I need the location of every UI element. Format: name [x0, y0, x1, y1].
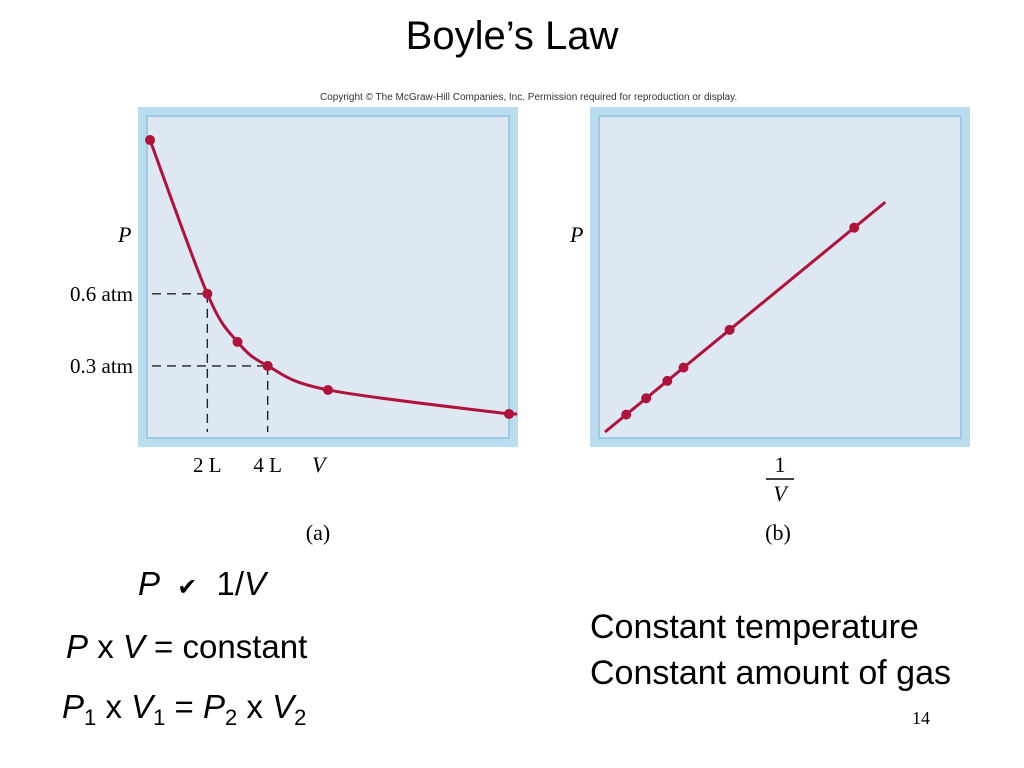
- condition-constant-amount: Constant amount of gas: [590, 654, 952, 692]
- equation-proportional: P ✔ 1/V: [138, 565, 266, 603]
- eq1-rhs-volume: V: [244, 565, 267, 602]
- equation-pv-constant: P x V = constant: [66, 628, 307, 666]
- panel-a-point-6: [504, 408, 514, 419]
- panel-a-y-tick-labels: 0.6 atm 0.3 atm: [70, 282, 133, 378]
- eq3-sub-4: 2: [294, 705, 307, 730]
- eq2-pressure: P: [66, 628, 89, 665]
- page-number: 14: [912, 708, 930, 728]
- panel-b-plot-area: [598, 115, 962, 439]
- condition-constant-temperature: Constant temperature: [590, 608, 919, 646]
- panel-a-y-tick-label-1: 0.6 atm: [70, 282, 133, 306]
- eq3-sub-2: 1: [153, 705, 166, 730]
- eq1-rhs-one-over: 1/: [216, 565, 244, 602]
- panel-b-x-axis-numerator: 1: [775, 452, 786, 477]
- eq2-times: x: [97, 628, 114, 665]
- eq3-v: V: [131, 688, 154, 725]
- proportional-symbol: ✔: [177, 574, 198, 601]
- panel-a-pressure-volume-curve: [148, 139, 517, 416]
- panel-b-point-4: [678, 362, 689, 373]
- eq1-pressure: P: [138, 565, 161, 602]
- eq3-sub-3: 2: [225, 705, 238, 730]
- eq3-sub-1: 1: [84, 705, 97, 730]
- eq3-times-1: x: [105, 688, 122, 725]
- panel-a-dashed-guides: [152, 293, 269, 432]
- boyles-law-figure: P 0.6 atm 0.3 atm 2 L 4 L V (a) P 1 V (b): [70, 107, 970, 545]
- panel-b-point-1: [621, 409, 632, 420]
- panel-a-x-tick-label-1: 2 L: [193, 453, 222, 477]
- panel-b-caption: (b): [765, 520, 791, 545]
- panel-a-point-1: [145, 135, 156, 146]
- panel-a-point-5: [323, 384, 333, 395]
- panel-b-point-2: [641, 393, 652, 404]
- panel-a-x-tick-label-2: 4 L: [253, 453, 282, 477]
- eq2-volume: V: [122, 628, 145, 665]
- panel-a-caption: (a): [306, 520, 330, 545]
- panel-a-x-tick-labels: 2 L 4 L: [193, 453, 282, 477]
- panel-a-point-3: [232, 336, 243, 347]
- copyright-notice: Copyright © The McGraw-Hill Companies, I…: [320, 92, 738, 103]
- panel-b-point-6: [849, 222, 860, 233]
- panel-b-point-5: [724, 324, 735, 335]
- eq3-times-2: x: [246, 688, 263, 725]
- eq2-equals-constant: = constant: [154, 628, 308, 665]
- panel-b-x-axis-denominator: V: [773, 481, 789, 506]
- eq3-equals: =: [174, 688, 194, 725]
- equation-p1v1-p2v2: P1 x V1 = P2 x V2: [62, 688, 306, 731]
- panel-a-point-4: [262, 360, 273, 371]
- panel-b-linear-relation: [604, 200, 887, 434]
- panel-a-data-points: [145, 135, 514, 419]
- panel-a-point-2: [202, 288, 213, 299]
- panel-b-point-3: [662, 375, 673, 386]
- panel-b-data-points: [621, 222, 860, 420]
- panel-a-y-tick-label-2: 0.3 atm: [70, 354, 133, 378]
- eq3-p: P: [62, 688, 85, 725]
- slide-title: Boyle’s Law: [405, 14, 619, 58]
- panel-b-y-axis-label: P: [569, 222, 583, 247]
- panel-a-x-axis-label: V: [312, 452, 328, 477]
- eq3-p2: P: [203, 688, 226, 725]
- panel-a-y-axis-label: P: [117, 222, 131, 247]
- eq3-v2: V: [272, 688, 295, 725]
